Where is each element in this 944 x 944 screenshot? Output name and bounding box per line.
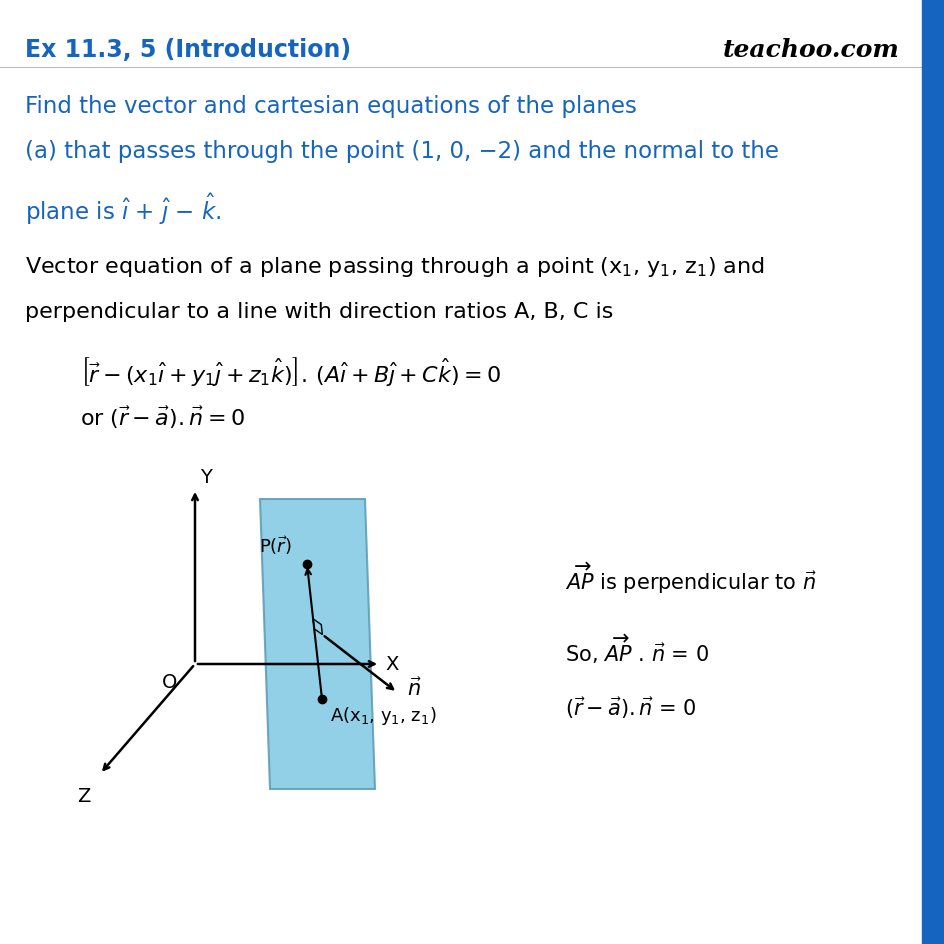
Text: P($\vec{r}$): P($\vec{r}$) bbox=[259, 533, 292, 556]
Text: perpendicular to a line with direction ratios A, B, C is: perpendicular to a line with direction r… bbox=[25, 302, 613, 322]
Text: $(\vec{r} - \vec{a}).\vec{n}$ = 0: $(\vec{r} - \vec{a}).\vec{n}$ = 0 bbox=[565, 694, 696, 720]
Text: $\vec{n}$: $\vec{n}$ bbox=[407, 677, 422, 700]
Text: $\overrightarrow{AP}$ is perpendicular to $\vec{n}$: $\overrightarrow{AP}$ is perpendicular t… bbox=[565, 560, 816, 595]
Text: X: X bbox=[384, 655, 398, 674]
Text: or $(\vec{r} - \vec{a}).\vec{n} = 0$: or $(\vec{r} - \vec{a}).\vec{n} = 0$ bbox=[80, 405, 244, 430]
Bar bbox=[921, 0, 944, 944]
Text: Z: Z bbox=[76, 786, 90, 805]
Text: O: O bbox=[161, 672, 177, 691]
Polygon shape bbox=[260, 499, 375, 789]
Text: Ex 11.3, 5 (Introduction): Ex 11.3, 5 (Introduction) bbox=[25, 38, 351, 62]
Text: teachoo.com: teachoo.com bbox=[722, 38, 899, 62]
Text: Y: Y bbox=[200, 467, 211, 486]
Text: plane is $\hat{\imath}$ + $\hat{\jmath}$ $-$ $\hat{k}$.: plane is $\hat{\imath}$ + $\hat{\jmath}$… bbox=[25, 192, 221, 228]
Text: A(x$_1$, y$_1$, z$_1$): A(x$_1$, y$_1$, z$_1$) bbox=[329, 704, 436, 726]
Text: Vector equation of a plane passing through a point (x$_1$, y$_1$, z$_1$) and: Vector equation of a plane passing throu… bbox=[25, 255, 764, 278]
Text: Find the vector and cartesian equations of the planes: Find the vector and cartesian equations … bbox=[25, 95, 636, 118]
Text: So, $\overrightarrow{AP}$ . $\vec{n}$ = 0: So, $\overrightarrow{AP}$ . $\vec{n}$ = … bbox=[565, 632, 708, 665]
Text: (a) that passes through the point (1, 0, −2) and the normal to the: (a) that passes through the point (1, 0,… bbox=[25, 140, 778, 162]
Text: $\left[\vec{r} - (x_1\hat{\imath} + y_1\hat{\jmath} + z_1\hat{k})\right]$$.\, (A: $\left[\vec{r} - (x_1\hat{\imath} + y_1\… bbox=[80, 355, 500, 388]
